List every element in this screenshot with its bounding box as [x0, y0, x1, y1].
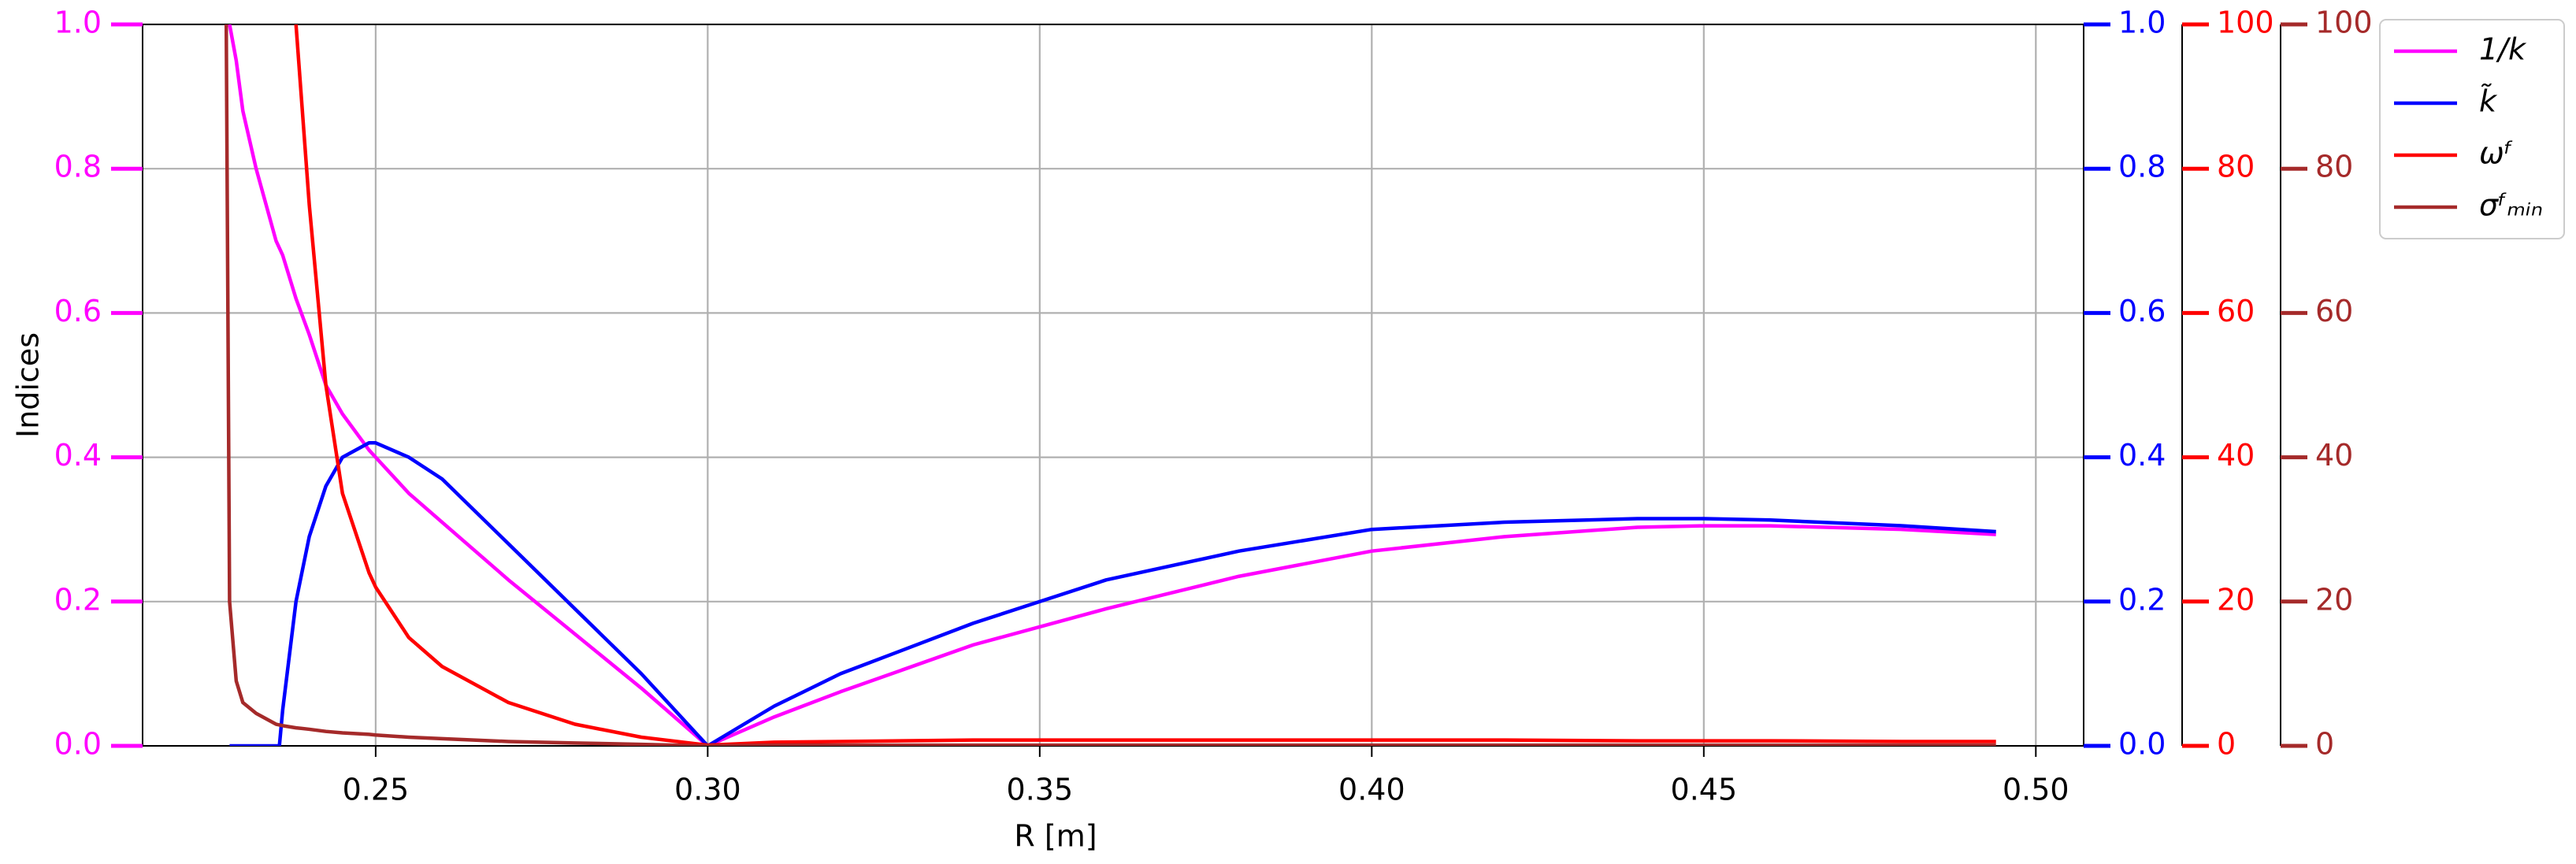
y4-tick-label: 80	[2315, 150, 2353, 184]
x-tick-label: 0.35	[1007, 773, 1074, 807]
series-line	[229, 441, 1996, 746]
y-tick-label: 0.0	[54, 727, 102, 762]
series-line	[224, 24, 1996, 746]
y2-tick-label: 0.2	[2118, 582, 2166, 617]
legend-label: σᶠₘᵢₙ	[2479, 188, 2543, 223]
legend-label: k̃	[2479, 84, 2498, 119]
y4-tick-label: 100	[2315, 6, 2373, 40]
x-tick-label: 0.40	[1338, 773, 1405, 807]
x-axis-label: R [m]	[1014, 819, 1097, 854]
y3-tick-label: 80	[2217, 150, 2255, 184]
y-tick-label: 1.0	[54, 6, 102, 40]
legend-label: 1/k	[2479, 32, 2527, 67]
y4-tick-label: 40	[2315, 438, 2353, 473]
y2-tick-label: 0.0	[2118, 727, 2166, 762]
series-line	[294, 24, 1996, 746]
y3-tick-label: 20	[2217, 582, 2255, 617]
x-tick-label: 0.50	[2003, 773, 2069, 807]
plot-frame	[142, 24, 2084, 747]
y4-tick-label: 0	[2315, 727, 2334, 762]
legend-box	[2379, 19, 2565, 239]
y4-tick-label: 20	[2315, 582, 2353, 617]
y2-tick-label: 0.6	[2118, 294, 2166, 328]
y-tick-label: 0.6	[54, 294, 102, 328]
y3-tick-label: 100	[2217, 6, 2274, 40]
y2-tick-label: 0.8	[2118, 150, 2166, 184]
y3-tick-label: 60	[2217, 294, 2255, 328]
x-tick-label: 0.25	[343, 773, 410, 807]
x-tick-label: 0.30	[674, 773, 741, 807]
y-tick-label: 0.8	[54, 150, 102, 184]
y2-tick-label: 1.0	[2118, 6, 2166, 40]
y3-tick-label: 40	[2217, 438, 2255, 473]
y2-tick-label: 0.4	[2118, 438, 2166, 473]
y-tick-label: 0.4	[54, 438, 102, 473]
plot-area	[224, 24, 1996, 746]
x-tick-label: 0.45	[1671, 773, 1738, 807]
series-line	[228, 24, 1996, 746]
y-tick-label: 0.2	[54, 582, 102, 617]
y-axis-label: Indices	[11, 332, 46, 438]
y3-tick-label: 0	[2217, 727, 2236, 762]
y4-tick-label: 60	[2315, 294, 2353, 328]
legend-label: ωᶠ	[2479, 136, 2513, 171]
